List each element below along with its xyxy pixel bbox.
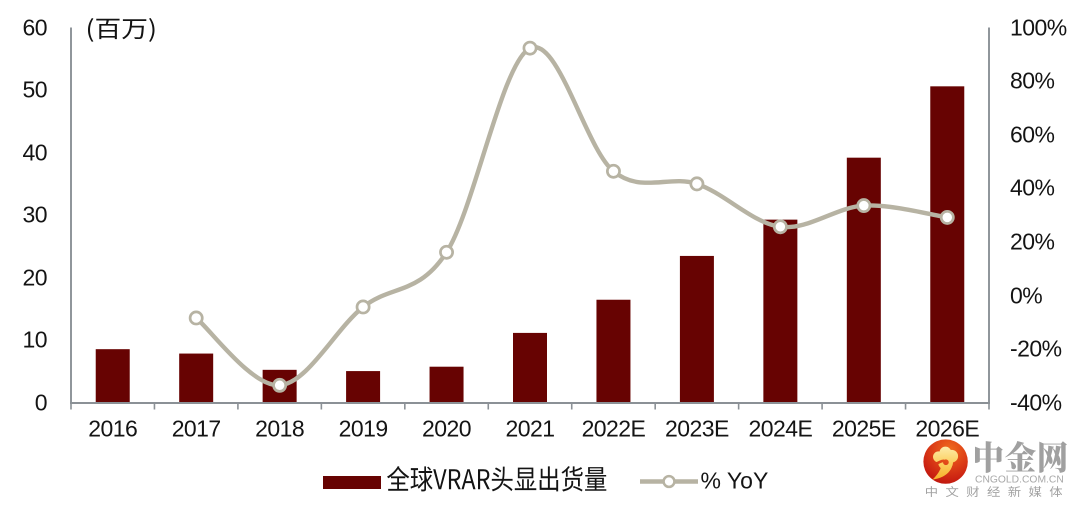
left-axis-tick-label: 30 xyxy=(22,201,48,228)
yoy-marker xyxy=(188,310,204,326)
bar-2023E xyxy=(679,255,714,403)
right-axis-tick-label: 60% xyxy=(1010,121,1055,148)
x-axis-label: 2026E xyxy=(915,415,980,441)
left-axis-tick-label: 40 xyxy=(22,139,48,166)
cngold-cloud-swirl-icon xyxy=(923,438,968,484)
right-axis-tick-label: -20% xyxy=(1010,335,1062,362)
bar-2017 xyxy=(179,353,214,403)
bar-2020 xyxy=(429,366,464,403)
bar-2021 xyxy=(513,332,547,403)
right-axis-tick-label: 100% xyxy=(1010,14,1067,40)
cngold-brand-glyphs xyxy=(974,441,1067,473)
left-axis-tick-label: 50 xyxy=(22,76,48,103)
right-axis-tick-label: 20% xyxy=(1010,228,1055,255)
legend-line-label: % YoY xyxy=(700,467,769,493)
left-axis-tick-label: 20 xyxy=(22,264,48,291)
right-axis-tick-label: 0% xyxy=(1010,282,1043,309)
x-axis-label: 2016 xyxy=(88,415,138,441)
bar-2016 xyxy=(95,349,130,403)
bar-2022E xyxy=(596,299,631,403)
yoy-marker xyxy=(689,176,705,192)
x-axis-label: 2018 xyxy=(255,415,305,441)
yoy-marker xyxy=(522,40,538,56)
yoy-line xyxy=(194,45,948,388)
bar-2024E xyxy=(763,219,798,403)
x-axis-label: 2021 xyxy=(505,415,556,441)
left-axis-tick-label: 60 xyxy=(22,14,48,40)
yoy-marker xyxy=(939,209,955,225)
x-axis-label: 2023E xyxy=(665,415,729,441)
bar-2025E xyxy=(846,157,881,403)
legend-bar-label xyxy=(387,466,607,492)
bar-2019 xyxy=(346,371,381,403)
left-axis-tick-label: 10 xyxy=(22,326,48,353)
cngold-tagline-glyphs xyxy=(925,485,1063,497)
x-axis-label: 2024E xyxy=(748,415,813,441)
legend-line-swatch xyxy=(640,474,698,489)
yoy-marker xyxy=(272,377,288,393)
x-axis-label: 2020 xyxy=(422,415,472,441)
x-axis-label: 2025E xyxy=(831,415,896,441)
right-axis-tick-label: -40% xyxy=(1010,389,1062,416)
yoy-marker xyxy=(856,198,872,214)
legend-bar-swatch xyxy=(323,476,381,489)
right-axis-tick-label: 40% xyxy=(1010,174,1055,201)
bar-2026E xyxy=(930,86,965,403)
x-axis-label: 2019 xyxy=(338,415,389,441)
yoy-marker xyxy=(606,163,621,179)
left-axis-unit-label xyxy=(88,18,155,43)
x-axis-label: 2017 xyxy=(171,415,222,441)
right-axis-tick-label: 80% xyxy=(1010,67,1055,94)
x-axis-label: 2022E xyxy=(581,415,646,441)
cngold-domain-text: CNGOLD.COM.CN xyxy=(975,474,1064,485)
yoy-marker xyxy=(439,244,454,260)
yoy-marker xyxy=(772,219,788,235)
yoy-marker xyxy=(355,299,371,315)
left-axis-tick-label: 0 xyxy=(34,389,48,416)
cngold-domain: CNGOLD.COM.CN xyxy=(975,474,1064,485)
